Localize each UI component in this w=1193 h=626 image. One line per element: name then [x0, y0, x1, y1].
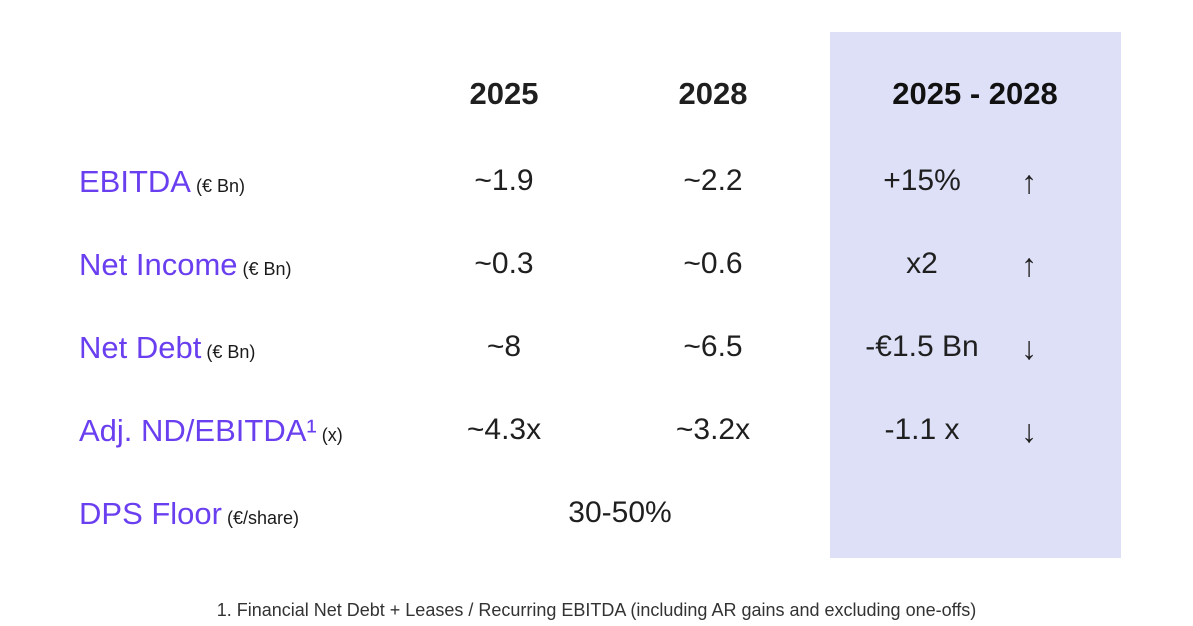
table-row-dps-floor: DPS Floor (€/share) 30-50%	[0, 496, 1193, 546]
table-row-ebitda: EBITDA (€ Bn) ~1.9 ~2.2 +15% ↑	[0, 164, 1193, 214]
column-header-2028: 2028	[678, 76, 748, 111]
table-row-net-income: Net Income (€ Bn) ~0.3 ~0.6 x2 ↑	[0, 247, 1193, 297]
value-2025: ~0.3	[474, 247, 534, 280]
row-label: DPS Floor (€/share)	[79, 496, 299, 532]
row-label: Net Debt (€ Bn)	[79, 330, 255, 366]
value-change: x2	[906, 247, 938, 280]
value-2028: ~3.2x	[675, 413, 751, 446]
metric-unit: (€ Bn)	[195, 176, 245, 196]
arrow-down-icon: ↓	[1021, 330, 1037, 366]
table-row-adj-nd-ebitda: Adj. ND/EBITDA¹ (x) ~4.3x ~3.2x -1.1 x ↓	[0, 413, 1193, 463]
metric-name: DPS Floor	[79, 496, 222, 531]
value-change: -€1.5 Bn	[865, 330, 979, 363]
column-header-2025: 2025	[469, 76, 539, 111]
metric-unit: (€ Bn)	[242, 259, 292, 279]
metric-name: Net Debt	[79, 330, 202, 365]
metric-unit: (€/share)	[226, 508, 300, 528]
metric-unit: (€ Bn)	[206, 342, 256, 362]
value-2028: ~2.2	[683, 164, 743, 197]
metric-name: EBITDA	[79, 164, 191, 199]
column-header-range: 2025 - 2028	[892, 76, 1058, 111]
value-2028: ~0.6	[683, 247, 743, 280]
highlight-panel	[830, 32, 1121, 558]
row-label: Net Income (€ Bn)	[79, 247, 292, 283]
row-label: EBITDA (€ Bn)	[79, 164, 245, 200]
value-2028: ~6.5	[683, 330, 743, 363]
metric-name: Adj. ND/EBITDA¹	[79, 413, 317, 448]
arrow-up-icon: ↑	[1021, 247, 1037, 283]
value-dps-range: 30-50%	[568, 496, 672, 529]
value-2025: ~1.9	[474, 164, 534, 197]
metric-unit: (x)	[321, 425, 343, 445]
footnote: 1. Financial Net Debt + Leases / Recurri…	[216, 600, 977, 620]
arrow-up-icon: ↑	[1021, 164, 1037, 200]
value-change: -1.1 x	[884, 413, 960, 446]
value-2025: ~8	[486, 330, 522, 363]
arrow-down-icon: ↓	[1021, 413, 1037, 449]
value-2025: ~4.3x	[466, 413, 542, 446]
metric-name: Net Income	[79, 247, 238, 282]
table-row-net-debt: Net Debt (€ Bn) ~8 ~6.5 -€1.5 Bn ↓	[0, 330, 1193, 380]
row-label: Adj. ND/EBITDA¹ (x)	[79, 413, 343, 449]
value-change: +15%	[883, 164, 961, 197]
